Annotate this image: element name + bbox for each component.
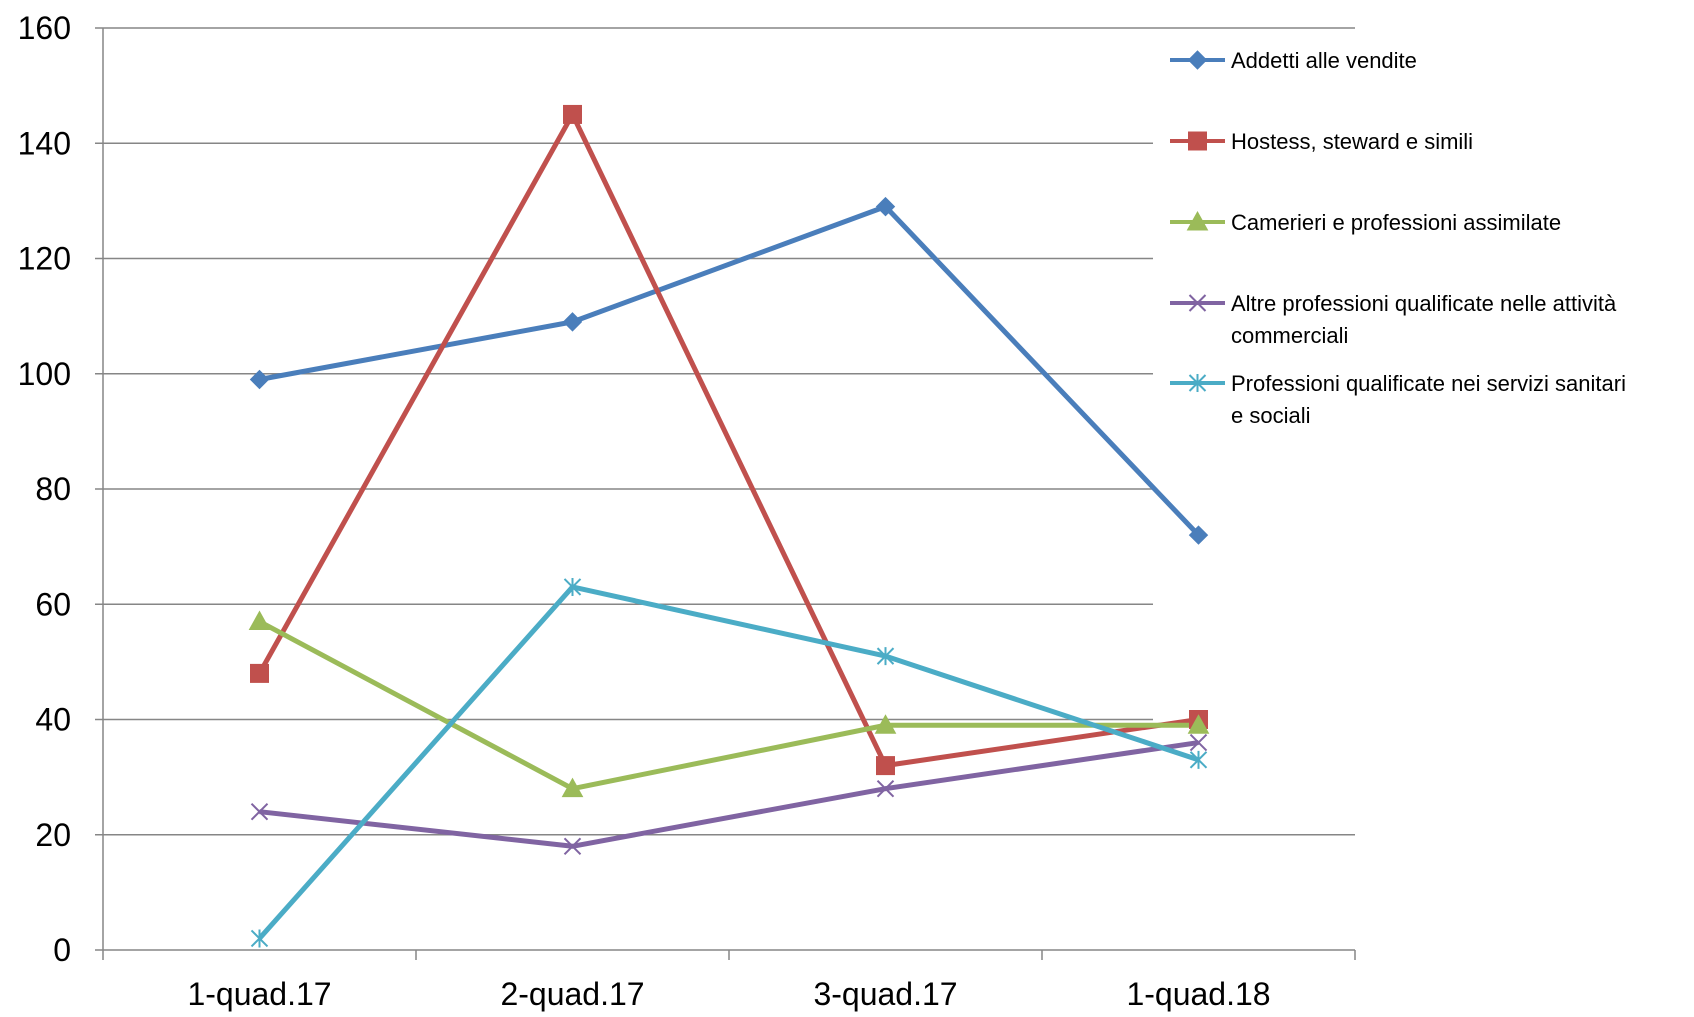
legend-item-2: Hostess, steward e simili: [1170, 129, 1473, 154]
x-tick-label-4: 1-quad.18: [1126, 976, 1270, 1012]
legend-label-5: Professioni qualificate nei servizi sani…: [1231, 371, 1626, 428]
legend-marker: [1188, 374, 1207, 392]
data-point-s4-4: [1189, 733, 1208, 752]
data-point-s2-1: [250, 663, 269, 683]
legend-item-1: Addetti alle vendite: [1170, 48, 1417, 73]
series-group: [248, 104, 1210, 948]
data-point-s1-4: [1188, 525, 1209, 545]
legend-marker: [1188, 131, 1207, 151]
y-tick-label-140: 140: [18, 125, 71, 161]
series-line-1: [259, 204, 1201, 537]
series-line-5: [257, 584, 1200, 941]
data-point-s3-2: [561, 777, 584, 798]
data-point-s3-1: [248, 610, 271, 631]
series-line-4: [259, 740, 1199, 849]
y-tick-label-100: 100: [18, 356, 71, 392]
data-point-s4-1: [250, 802, 269, 821]
y-tick-label-120: 120: [18, 241, 71, 277]
x-tick-label-3: 3-quad.17: [813, 976, 957, 1012]
gridlines: [103, 27, 1355, 836]
data-point-s1-2: [562, 312, 583, 332]
legend-item-5: Professioni qualificate nei servizi sani…: [1170, 371, 1626, 428]
data-point-s5-4: [1189, 750, 1208, 769]
data-point-s1-3: [875, 196, 896, 217]
legend-marker: [1186, 210, 1209, 231]
data-point-s1-1: [249, 369, 270, 390]
y-axis-tick-labels: 0 20 40 60 80 100 120 140 160: [18, 10, 71, 968]
legend-label-1: Addetti alle vendite: [1231, 48, 1417, 73]
series-line-2: [257, 111, 1199, 769]
y-tick-label-60: 60: [35, 586, 71, 622]
y-tick-label-40: 40: [35, 702, 71, 738]
data-point-s3-3: [874, 714, 897, 734]
x-axis-tick-labels: 1-quad.17 2-quad.17 3-quad.17 1-quad.18: [187, 976, 1270, 1012]
x-tick-label-2: 2-quad.17: [500, 976, 644, 1012]
data-point-s5-2: [563, 577, 582, 596]
legend: Addetti alle vendite Hostess, steward e s…: [1170, 48, 1626, 428]
data-point-s2-2: [563, 104, 582, 124]
legend-label-4: Altre professioni qualificate nelle atti…: [1231, 291, 1617, 348]
y-tick-label-80: 80: [35, 471, 71, 507]
data-point-s4-3: [876, 779, 895, 798]
data-point-s5-3: [876, 647, 895, 666]
y-tick-label-20: 20: [35, 817, 71, 853]
legend-item-3: Camerieri e professioni assimilate: [1170, 210, 1561, 235]
data-point-s4-2: [563, 837, 582, 855]
legend-item-4: Altre professioni qualificate nelle atti…: [1170, 291, 1617, 348]
legend-marker: [1188, 294, 1207, 312]
data-point-s2-3: [876, 756, 895, 776]
series-line-3: [258, 619, 1199, 792]
y-tick-label-0: 0: [53, 932, 71, 968]
axes: [95, 27, 1356, 960]
x-tick-label-1: 1-quad.17: [187, 976, 331, 1012]
legend-label-2: Hostess, steward e simili: [1231, 129, 1473, 154]
data-point-s3-4: [1187, 714, 1210, 734]
data-point-s5-1: [250, 929, 269, 948]
y-tick-label-160: 160: [18, 10, 71, 46]
legend-marker: [1187, 50, 1208, 70]
legend-label-3: Camerieri e professioni assimilate: [1231, 210, 1561, 235]
